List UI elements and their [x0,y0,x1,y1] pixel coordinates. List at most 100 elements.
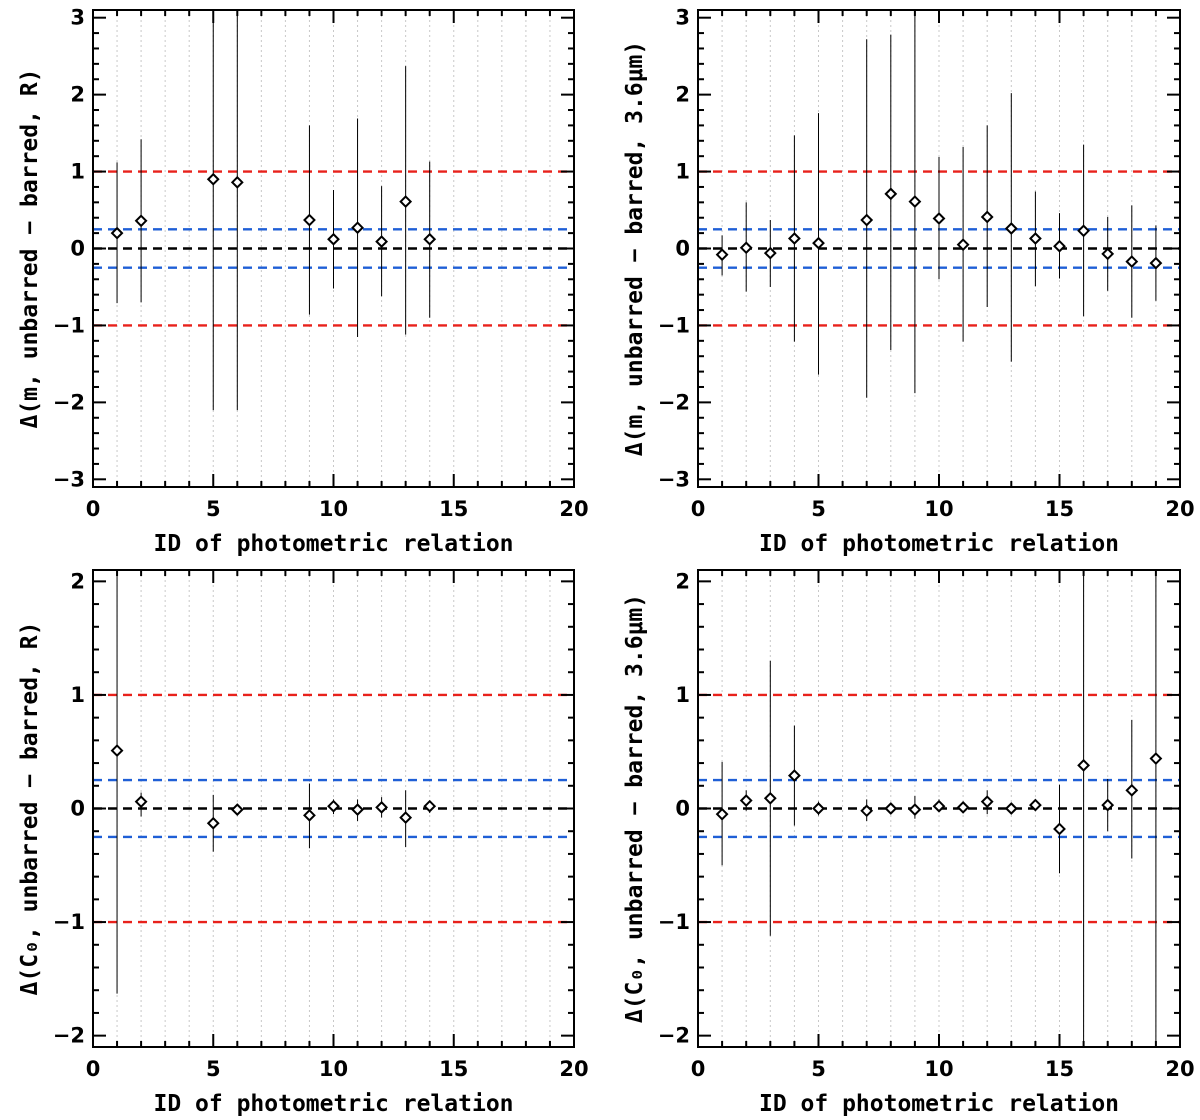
data-point [110,744,124,757]
data-point [134,795,148,809]
data-point [1028,232,1042,245]
data-point [1125,255,1139,268]
data-point [327,232,340,246]
x-axis-title: ID of photometric relation [759,531,1119,557]
data-point [932,799,946,813]
x-axis-title: ID of photometric relation [153,531,513,557]
y-axis-title: Δ(C₀, unbarred − barred, R) [17,622,43,996]
x-tick-label: 5 [811,1057,826,1081]
x-tick-label: 5 [206,497,221,521]
data-point [1028,798,1042,812]
x-tick-label: 0 [86,497,101,521]
data-point [206,172,220,186]
x-tick-label: 20 [559,1057,588,1081]
y-tick-label: −2 [658,390,690,414]
data-point [739,241,753,255]
data-point [860,213,874,227]
chart-panel-1: 0 5 10 15 20 −3 −2 −1 0 1 2 3 ID of photometric rela… [17,6,589,557]
data-point [375,800,389,814]
data-point [1077,758,1091,772]
x-tick-label: 20 [559,497,588,521]
y-tick-label: −2 [53,1024,85,1048]
x-axis-title: ID of photometric relation [759,1091,1119,1117]
y-tick-label: 1 [675,160,690,184]
y-tick-label: 3 [70,6,85,30]
chart-panel-2: 0 5 10 15 20 −3 −2 −1 0 1 2 3 ID of photometric rela… [622,6,1195,557]
data-point [715,807,729,821]
data-point [110,226,124,240]
y-tick-label: 3 [675,6,690,30]
data-point [1101,247,1115,261]
data-point [787,232,801,245]
x-tick-label: 10 [319,1057,348,1081]
y-tick-label: −2 [658,1024,690,1048]
y-tick-label: 0 [70,237,85,261]
data-point [351,221,364,235]
data-point [908,803,922,817]
data-point [787,769,801,782]
data-point [206,816,220,830]
data-point [327,799,340,813]
x-tick-label: 10 [924,1057,953,1081]
y-tick-label: −3 [53,467,85,491]
data-point [1101,798,1115,812]
y-tick-label: −3 [658,467,690,491]
data-point [860,804,874,818]
data-point [423,232,437,246]
y-tick-label: 0 [675,797,690,821]
y-axis-title: Δ(C₀, unbarred − barred, 3.6μm) [622,594,648,1023]
data-point [351,803,364,817]
data-point [230,175,244,189]
y-tick-label: 1 [675,683,690,707]
x-tick-label: 15 [439,497,468,521]
y-axis-title: Δ(m, unbarred − barred, 3.6μm) [622,41,648,456]
y-tick-label: 0 [675,237,690,261]
x-tick-label: 5 [206,1057,221,1081]
data-point [812,236,825,250]
data-point [812,802,825,815]
x-axis-title: ID of photometric relation [153,1091,513,1117]
data-point [739,794,753,807]
data-point [1149,256,1163,270]
data-point [303,808,316,822]
y-tick-label: 2 [70,83,85,107]
data-point [399,811,413,824]
x-tick-label: 20 [1165,1057,1194,1081]
y-tick-label: 1 [70,160,85,184]
data-point [1125,783,1139,797]
y-tick-label: −1 [53,910,85,934]
x-tick-label: 20 [1165,497,1194,521]
data-point [715,248,729,262]
x-tick-label: 0 [691,1057,706,1081]
y-tick-label: 2 [675,569,690,593]
x-tick-label: 10 [319,497,348,521]
data-point [423,799,437,813]
x-tick-label: 15 [439,1057,468,1081]
data-point [980,210,994,224]
x-tick-label: 15 [1045,1057,1074,1081]
data-point [303,213,316,227]
data-point [884,802,898,815]
data-point [134,214,148,228]
y-tick-label: −1 [53,313,85,337]
data-point [1053,822,1066,836]
data-point [763,791,777,805]
y-tick-label: −1 [658,313,690,337]
data-point [956,238,970,252]
x-tick-label: 5 [811,497,826,521]
chart-panel-3: 0 5 10 15 20 −2 −1 0 1 2 ID of photometric relatio… [17,569,589,1117]
data-point [1077,224,1091,238]
data-point [956,800,970,814]
y-tick-label: 2 [675,83,690,107]
x-tick-label: 15 [1045,497,1074,521]
data-point [1004,802,1018,815]
data-point [980,795,994,809]
data-point [375,235,389,248]
data-point [1004,222,1018,235]
x-tick-label: 10 [924,497,953,521]
x-tick-label: 0 [691,497,706,521]
data-point [932,212,946,225]
y-tick-label: 0 [70,797,85,821]
data-point [884,187,898,201]
